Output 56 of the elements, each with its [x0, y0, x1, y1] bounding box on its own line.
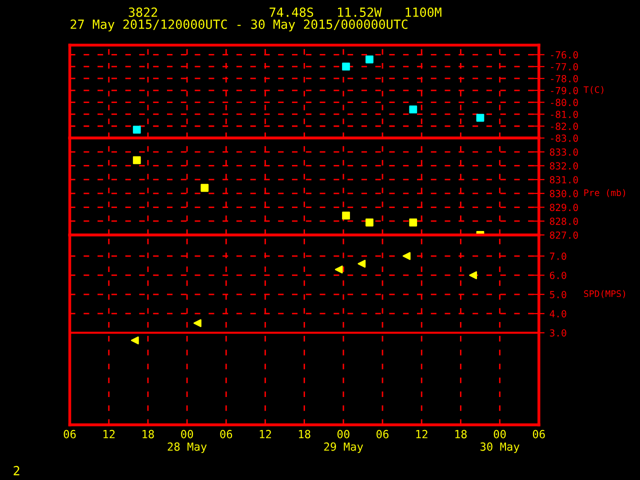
y-tick-label: 4.0 — [550, 310, 566, 318]
x-tick-label: 12 — [104, 430, 115, 438]
point — [476, 114, 484, 122]
point — [334, 266, 343, 274]
point — [402, 252, 411, 260]
point — [366, 218, 374, 226]
point — [342, 212, 350, 220]
y-tick-label: 5.0 — [550, 290, 566, 298]
y-tick-label: -82.0 — [550, 122, 578, 130]
point — [200, 184, 209, 192]
point — [132, 156, 141, 164]
text: 2 — [14, 466, 20, 476]
y-tick-label: 6.0 — [550, 272, 566, 280]
point — [130, 336, 139, 344]
point — [366, 55, 374, 64]
y-tick-label: 832.0 — [550, 162, 578, 170]
y-tick-label: -76.0 — [550, 51, 578, 59]
y-tick-label: -81.0 — [550, 110, 578, 118]
y-axis-title: SPD(MPS) — [584, 290, 626, 298]
y-tick-label: 829.0 — [550, 204, 578, 212]
x-tick-label: 18 — [142, 430, 154, 438]
point — [342, 62, 350, 71]
x-tick-label: 00 28 May — [168, 430, 207, 453]
y-tick-label: -79.0 — [550, 86, 578, 94]
y-tick-label: 827.0 — [550, 231, 578, 239]
y-axis-title: T(C) — [584, 86, 604, 94]
y-tick-label: 7.0 — [550, 252, 566, 260]
x-tick-label: 06 — [376, 430, 388, 438]
point — [469, 271, 478, 280]
x-tick-label: 00 30 May — [480, 430, 520, 453]
x-tick-label: 12 — [416, 430, 428, 438]
chart-title: 3822 — [128, 8, 158, 17]
point — [132, 126, 141, 134]
x-tick-label: 12 — [260, 430, 271, 438]
x-tick-label: 06 — [64, 430, 76, 438]
y-tick-label: -77.0 — [550, 63, 578, 70]
x-tick-label: 18 — [455, 430, 467, 438]
point — [194, 319, 202, 328]
y-tick-label: -78.0 — [550, 74, 578, 82]
text: 74.48S 11.52W 1100M — [270, 8, 442, 17]
point — [409, 106, 418, 114]
y-axis-title: Pre (mb) — [584, 189, 626, 198]
x-tick-label: 06 — [532, 430, 545, 438]
y-tick-label: 3.0 — [550, 329, 566, 337]
y-tick-label: 831.0 — [550, 176, 578, 184]
y-tick-label: 830.0 — [550, 190, 578, 198]
point — [358, 260, 366, 268]
y-tick-label: -80.0 — [550, 98, 578, 106]
x-tick-label: 06 — [220, 430, 232, 438]
chart-subtitle: 27 May 2015/120000UTC - 30 May 2015/000000UTC — [70, 20, 408, 32]
y-tick-label: -83.0 — [550, 134, 578, 142]
point — [409, 218, 418, 226]
y-tick-label: 828.0 — [550, 218, 578, 225]
y-tick-label: 833.0 — [550, 148, 578, 156]
x-tick-label: 18 — [298, 430, 310, 438]
x-tick-label: 00 29 May — [324, 430, 364, 453]
